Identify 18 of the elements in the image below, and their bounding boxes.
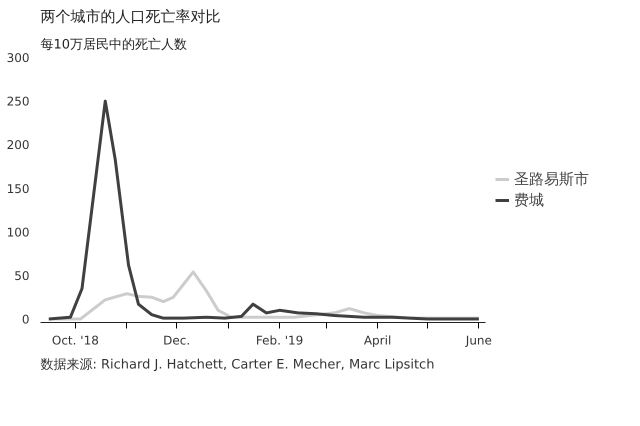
x-tick-label: Dec.	[163, 334, 190, 348]
x-tick-label: Feb. '19	[256, 334, 304, 348]
y-tick-label: 250	[6, 94, 30, 109]
source-note: 数据来源: Richard J. Hatchett, Carter E. Mecher, Marc Lipsitch	[40, 358, 434, 372]
x-tick-label: June	[464, 334, 492, 348]
y-tick-label: 300	[6, 51, 30, 65]
y-tick-label: 200	[6, 138, 30, 152]
legend-label: 圣路易斯市	[514, 170, 589, 188]
x-tick-label: Oct. '18	[52, 334, 99, 348]
y-tick-label: 150	[6, 182, 30, 196]
y-tick-label: 0	[22, 312, 30, 327]
x-tick-label: April	[364, 334, 392, 348]
y-axis-title: 每10万居民中的死亡人数	[40, 36, 188, 52]
y-tick-label: 50	[14, 268, 30, 283]
y-tick-label: 100	[6, 225, 30, 240]
chart-title: 两个城市的人口死亡率对比	[40, 8, 220, 26]
legend-label: 费城	[514, 190, 544, 210]
line-series	[47, 100, 480, 321]
